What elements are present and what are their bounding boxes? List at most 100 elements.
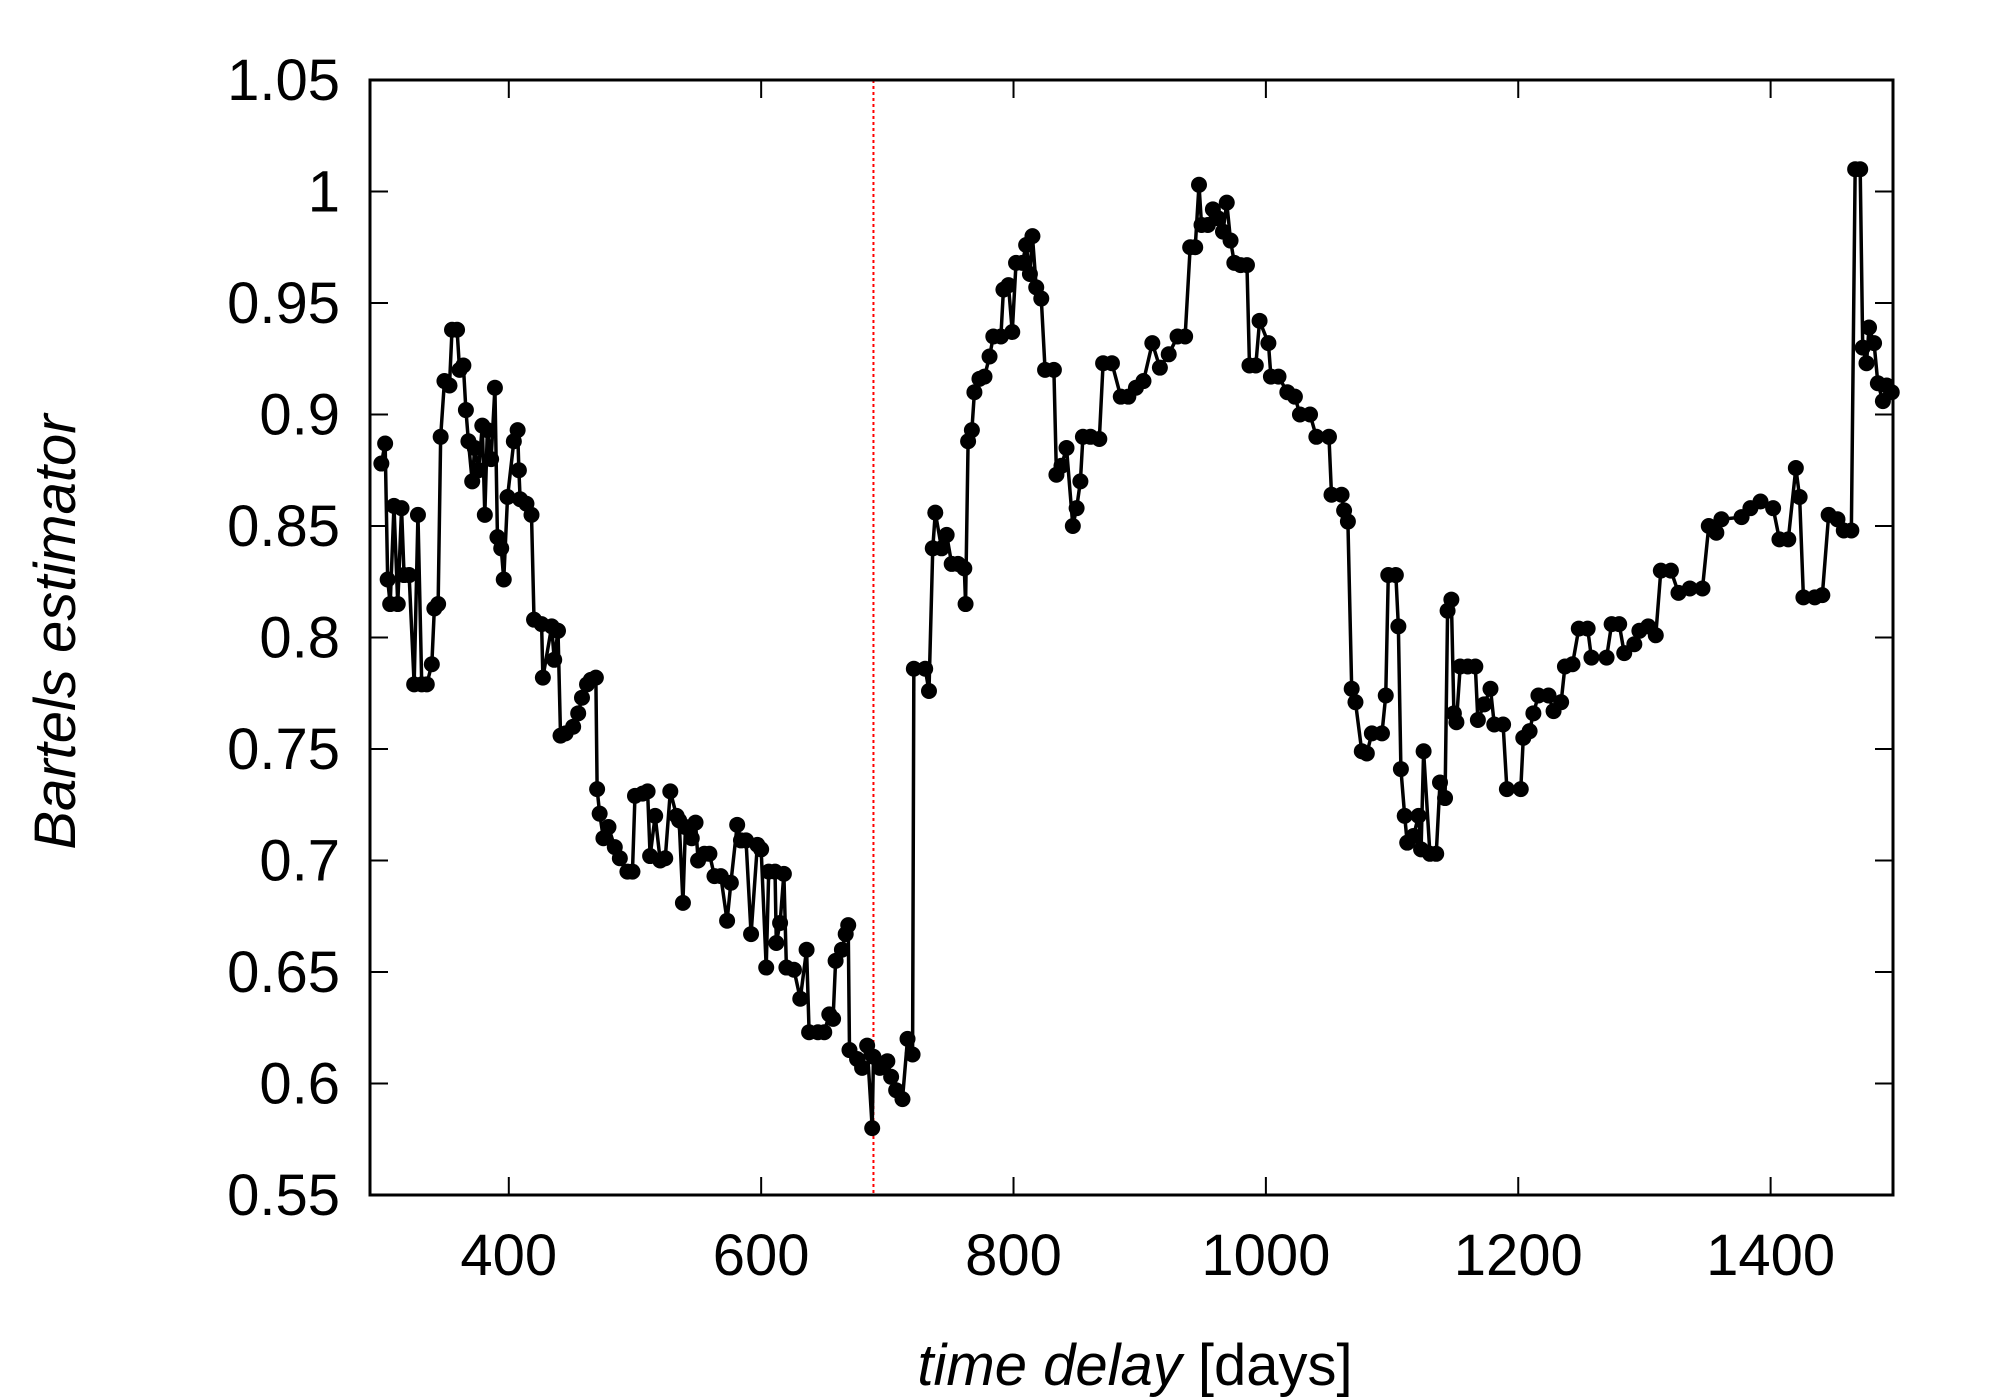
- data-point: [589, 781, 606, 798]
- data-point: [1251, 312, 1268, 329]
- data-point: [1713, 511, 1730, 528]
- data-point: [1765, 500, 1782, 517]
- data-point: [550, 622, 567, 639]
- data-point: [639, 783, 656, 800]
- data-point: [966, 384, 983, 401]
- data-point: [1151, 359, 1168, 376]
- data-point: [1405, 827, 1422, 844]
- x-tick-label: 1200: [1454, 1223, 1583, 1288]
- data-point: [570, 705, 587, 722]
- data-point: [753, 841, 770, 858]
- data-point: [1333, 486, 1350, 503]
- data-point: [1482, 680, 1499, 697]
- data-point: [573, 689, 590, 706]
- data-point: [683, 830, 700, 847]
- data-point: [1072, 473, 1089, 490]
- data-point: [879, 1053, 896, 1070]
- data-point: [1103, 355, 1120, 372]
- data-point: [1611, 616, 1628, 633]
- data-point: [1191, 176, 1208, 193]
- data-point: [441, 377, 458, 394]
- data-point: [743, 926, 760, 943]
- data-point: [600, 819, 617, 836]
- data-point: [1218, 194, 1235, 211]
- data-point: [772, 914, 789, 931]
- y-tick-label: 0.75: [227, 717, 340, 782]
- data-point: [1347, 694, 1364, 711]
- data-point: [466, 439, 483, 456]
- data-point: [1787, 460, 1804, 477]
- data-point: [393, 500, 410, 517]
- data-point: [1260, 335, 1277, 352]
- data-point: [1392, 761, 1409, 778]
- data-point: [534, 669, 551, 686]
- data-point: [1238, 257, 1255, 274]
- data-point: [1843, 522, 1860, 539]
- data-point: [1752, 493, 1769, 510]
- data-point: [687, 814, 704, 831]
- data-point: [833, 941, 850, 958]
- x-tick-label: 800: [965, 1223, 1062, 1288]
- data-point: [1222, 232, 1239, 249]
- data-point: [1377, 687, 1394, 704]
- data-point: [1553, 694, 1570, 711]
- data-point: [1135, 373, 1152, 390]
- y-tick-label: 0.6: [259, 1052, 340, 1117]
- data-point: [956, 560, 973, 577]
- data-point: [927, 504, 944, 521]
- data-point: [917, 660, 934, 677]
- data-point: [611, 850, 628, 867]
- x-tick-label: 1000: [1201, 1223, 1330, 1288]
- data-point: [825, 1010, 842, 1027]
- data-point: [957, 596, 974, 613]
- data-point: [657, 850, 674, 867]
- data-point: [1339, 513, 1356, 530]
- data-point: [470, 462, 487, 479]
- data-point: [423, 656, 440, 673]
- data-point: [1160, 346, 1177, 363]
- data-point: [389, 596, 406, 613]
- data-point: [1852, 161, 1869, 178]
- data-point: [479, 422, 496, 439]
- data-point: [1626, 636, 1643, 653]
- data-point: [1564, 656, 1581, 673]
- x-tick-label: 600: [713, 1223, 810, 1288]
- data-point: [976, 368, 993, 385]
- data-point: [1308, 428, 1325, 445]
- data-point: [938, 526, 955, 543]
- data-point: [1437, 790, 1454, 807]
- data-point: [401, 567, 418, 584]
- data-point: [905, 660, 922, 677]
- data-point: [1780, 531, 1797, 548]
- y-tick-label: 0.65: [227, 940, 340, 1005]
- data-point: [1343, 680, 1360, 697]
- data-point: [1540, 687, 1557, 704]
- data-point: [430, 596, 447, 613]
- data-point: [768, 935, 785, 952]
- data-point: [418, 676, 435, 693]
- data-point: [1091, 431, 1108, 448]
- data-point: [662, 783, 679, 800]
- data-point: [1795, 589, 1812, 606]
- data-point: [1387, 567, 1404, 584]
- data-point: [1428, 845, 1445, 862]
- data-point: [854, 1059, 871, 1076]
- data-point: [1443, 591, 1460, 608]
- data-point: [499, 489, 516, 506]
- x-tick-label: 400: [460, 1223, 557, 1288]
- data-point: [409, 506, 426, 523]
- data-point: [785, 961, 802, 978]
- data-point: [792, 990, 809, 1007]
- data-point: [1144, 335, 1161, 352]
- data-point: [758, 959, 775, 976]
- data-point: [840, 917, 857, 934]
- data-point: [1396, 807, 1413, 824]
- x-axis-label: time delay [days]: [917, 1333, 1352, 1398]
- data-point: [432, 428, 449, 445]
- data-point: [894, 1091, 911, 1108]
- data-point: [1000, 277, 1017, 294]
- data-point: [1861, 319, 1878, 336]
- data-point: [1033, 290, 1050, 307]
- data-point: [883, 1068, 900, 1085]
